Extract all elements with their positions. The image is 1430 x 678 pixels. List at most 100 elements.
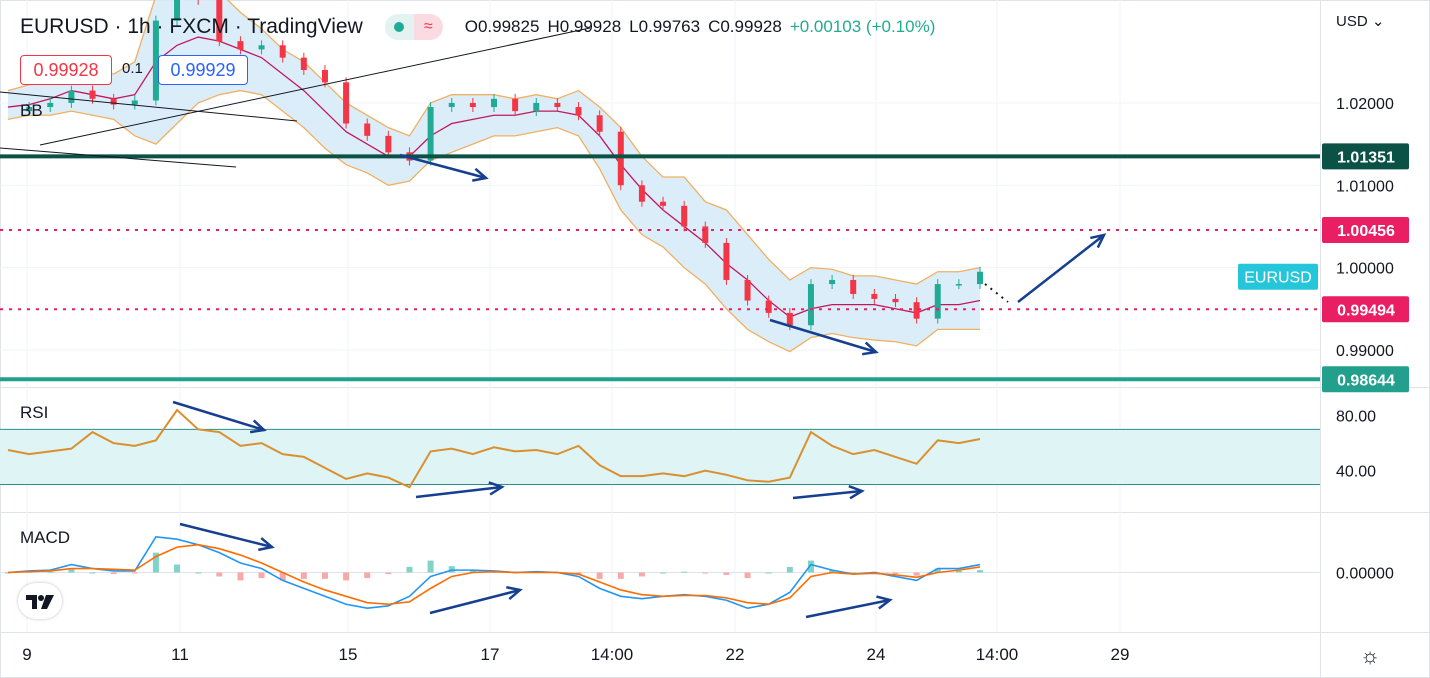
macd-histogram-bar (660, 572, 667, 574)
level-price-label: 1.01351 (1337, 149, 1395, 166)
symbol-title[interactable]: EURUSD · 1h · FXCM · TradingView (20, 15, 363, 38)
macd-histogram-bar (596, 572, 603, 579)
candle-body (955, 284, 962, 286)
time-tick-label: 14:00 (591, 645, 634, 664)
tradingview-logo[interactable] (18, 583, 62, 619)
macd-divergence-arrow-1 (179, 522, 273, 549)
macd-histogram-bar (850, 572, 857, 574)
macd-histogram-bar (258, 572, 265, 579)
candle-body (152, 20, 159, 101)
rsi-divergence-arrow-1-head (249, 419, 267, 434)
candle-body (765, 300, 772, 313)
axis-labels: 9 11 15 17 14:00 22 24 14:00 29 1.02000 1.01000 1.0… (22, 96, 1409, 664)
candle-body (786, 312, 793, 326)
interval-label: 1h (127, 15, 151, 38)
macd-histogram-bar (5, 572, 11, 574)
market-open-icon[interactable] (384, 14, 414, 40)
candle-body (279, 45, 286, 58)
price-tick-label: 1.02000 (1336, 96, 1394, 113)
level-price-tag (1322, 217, 1409, 244)
macd-histogram-bar (47, 571, 54, 573)
signal-line (7, 543, 981, 606)
macd-histogram-bar (152, 552, 159, 573)
macd-histogram-bar (406, 566, 413, 573)
macd-histogram-bar (638, 572, 645, 577)
rsi-divergence-arrow-2-head (488, 481, 505, 496)
macd-histogram-bar (427, 560, 434, 573)
candle-body (89, 90, 96, 99)
rsi-tick-label: 40.00 (1336, 464, 1376, 481)
macd-histogram-bar (977, 570, 983, 573)
candle-body (850, 279, 857, 294)
candle-body (533, 102, 540, 112)
candle-body (681, 205, 688, 227)
currency-selector[interactable]: USD ⌄ (1336, 12, 1384, 30)
macd-histogram-bar (110, 572, 117, 575)
projection-arrow-head (1090, 233, 1107, 249)
macd-divergence-arrow-1-head (258, 537, 275, 552)
macd-histogram-bar (343, 572, 350, 581)
buy-button[interactable]: 0.99929 (158, 55, 248, 85)
gear-icon[interactable]: ☼ (1360, 643, 1381, 668)
macd-indicator-label[interactable]: MACD (20, 528, 71, 547)
candle-body (638, 185, 645, 202)
price-tick-label: 1.00000 (1336, 261, 1394, 278)
macd-histogram-bar (469, 570, 476, 573)
rsi-divergence-arrow-3 (792, 489, 863, 500)
macd-tick-label: 0.00000 (1336, 566, 1394, 583)
time-tick-label: 9 (22, 645, 31, 664)
rsi-pane (0, 408, 1320, 489)
candle-body (343, 82, 350, 124)
macd-histogram-bar (321, 572, 328, 579)
macd-histogram-bar (364, 572, 371, 579)
time-tick-label: 17 (481, 645, 500, 664)
bb-indicator-label[interactable]: BB (20, 101, 43, 120)
rsi-tick-label: 80.00 (1336, 409, 1376, 426)
macd-histogram-bar (765, 572, 772, 574)
candle-body (131, 100, 138, 105)
trend-line-lower (0, 147, 237, 168)
price-pane (0, 0, 1320, 382)
macd-histogram-bar (723, 572, 730, 575)
level-price-label: 0.98644 (1337, 372, 1395, 389)
price-divergence-arrow-1-head (472, 167, 489, 182)
market-status-buttons[interactable]: ≈ (384, 14, 443, 40)
candle-body (829, 279, 836, 285)
candle-body (174, 0, 181, 21)
rsi-indicator-label[interactable]: RSI (20, 403, 49, 422)
projection-arrow (1017, 234, 1105, 303)
candle-body (807, 284, 814, 326)
candle-body (427, 107, 434, 161)
macd-histogram-bar (702, 572, 709, 574)
macd-histogram-bar (934, 568, 941, 573)
candle-body (723, 242, 730, 280)
candle-body (871, 293, 878, 299)
macd-histogram-bar (913, 572, 920, 576)
macd-histogram-bar (744, 572, 751, 579)
candle-body (596, 115, 603, 132)
bb-basis-line (7, 36, 981, 318)
symbol-name: EURUSD (20, 15, 109, 38)
ohlc-change: +0.00103 (+0.10%) (789, 17, 936, 36)
trend-drawings (0, 27, 1107, 619)
candle-body (660, 201, 667, 206)
sell-button[interactable]: 0.99928 (20, 55, 112, 85)
rsi-divergence-arrow-2 (415, 485, 503, 499)
candle-body (258, 45, 265, 50)
macd-histogram-bar (68, 568, 75, 573)
candle-body (216, 0, 223, 42)
macd-histogram-bar (279, 572, 286, 581)
time-tick-label: 22 (726, 645, 745, 664)
candle-body (575, 107, 582, 116)
candle-body (26, 107, 33, 112)
symbol-tag-label: EURUSD (1244, 270, 1312, 287)
macd-divergence-arrow-3 (805, 598, 891, 619)
data-delay-icon[interactable]: ≈ (413, 14, 443, 40)
trend-line-middle (0, 91, 298, 122)
price-divergence-arrow-2 (769, 318, 877, 354)
candle-body (364, 123, 371, 136)
time-tick-label: 29 (1111, 645, 1130, 664)
macd-histogram-bar (195, 572, 202, 574)
